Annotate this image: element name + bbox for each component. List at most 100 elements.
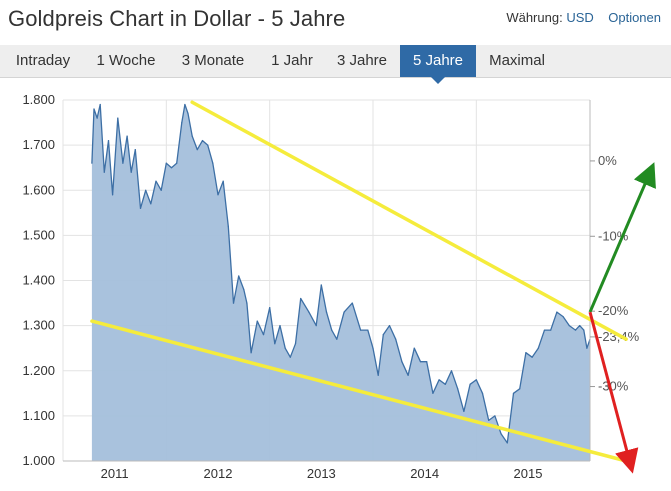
price-point <box>181 122 183 124</box>
tab-1-jahr[interactable]: 1 Jahr <box>271 52 313 69</box>
price-point <box>382 334 384 336</box>
price-point <box>336 338 338 340</box>
price-point <box>419 361 422 363</box>
x-tick-label: 2015 <box>514 466 543 481</box>
price-point <box>395 338 397 340</box>
price-point <box>134 149 136 151</box>
price-point <box>176 162 178 164</box>
price-point <box>438 379 440 381</box>
price-point <box>325 311 328 313</box>
price-point <box>407 374 409 376</box>
price-point <box>187 112 189 115</box>
tab-intraday[interactable]: Intraday <box>15 52 71 69</box>
tab-5-jahre[interactable]: 5 Jahre <box>400 45 476 84</box>
price-point <box>444 383 446 385</box>
price-point <box>475 379 477 381</box>
price-point <box>331 329 333 331</box>
price-point <box>537 347 539 349</box>
price-point <box>300 297 302 300</box>
price-point <box>525 352 527 354</box>
y-tick-label: 1.300 <box>22 318 55 333</box>
tab-3-jahre[interactable]: 3 Jahre <box>336 52 388 69</box>
price-point <box>99 103 101 106</box>
page-title: Goldpreis Chart in Dollar - 5 Jahre <box>8 6 346 31</box>
price-area-fill <box>91 104 591 461</box>
price-point <box>274 343 276 345</box>
price-point <box>139 207 142 209</box>
price-point <box>308 311 310 313</box>
price-point <box>367 329 369 331</box>
price-point <box>96 117 98 119</box>
price-point <box>196 149 198 151</box>
price-point <box>413 347 415 349</box>
price-point <box>155 180 157 182</box>
price-point <box>315 325 317 327</box>
currency-selector[interactable]: USD <box>566 10 594 25</box>
price-point <box>579 325 581 327</box>
price-point <box>207 144 209 146</box>
arrow-down <box>588 311 639 474</box>
price-point <box>388 325 391 327</box>
price-point <box>320 284 322 286</box>
price-point <box>550 329 552 331</box>
price-point <box>351 302 353 304</box>
price-point <box>250 352 252 354</box>
trend-line <box>190 100 628 341</box>
price-point <box>519 388 521 390</box>
price-point <box>232 302 235 304</box>
price-point <box>543 329 546 331</box>
price-point <box>586 347 588 349</box>
y-tick-label: 1.700 <box>22 137 55 152</box>
header-options: Währung: USD Optionen <box>506 10 661 25</box>
price-point <box>279 325 281 327</box>
price-point <box>488 419 490 421</box>
y-tick-label: 1.000 <box>22 453 55 468</box>
tab-1-woche[interactable]: 1 Woche <box>96 52 156 69</box>
price-point <box>457 388 459 390</box>
price-point <box>91 162 93 164</box>
price-point <box>372 347 374 349</box>
y-tick-label: 1.500 <box>22 227 55 242</box>
pct-tick-label: -20% <box>598 303 629 318</box>
price-point <box>289 356 291 358</box>
price-point <box>583 329 585 331</box>
x-tick-label: 2013 <box>307 466 336 481</box>
price-point <box>170 167 173 169</box>
price-point <box>112 194 114 196</box>
timeframe-tabs: Intraday 1 Woche 3 Monate 1 Jahr 3 Jahre… <box>0 45 671 84</box>
options-link[interactable]: Optionen <box>608 10 661 25</box>
price-point <box>130 171 132 173</box>
tab-maximal[interactable]: Maximal <box>489 52 545 69</box>
price-point <box>107 140 110 142</box>
price-point <box>450 370 453 372</box>
arrow-up <box>588 162 656 313</box>
y-tick-label: 1.100 <box>22 408 55 423</box>
price-point <box>145 189 147 191</box>
price-point <box>494 415 496 417</box>
price-point <box>469 383 471 385</box>
price-point <box>122 162 124 164</box>
axes: 1.000 1.100 1.200 1.300 1.400 1.500 1.600 1.700… <box>22 92 639 481</box>
price-point <box>294 343 297 345</box>
price-point <box>243 288 245 291</box>
price-point <box>269 307 271 309</box>
price-point <box>432 392 434 394</box>
price-point <box>556 311 558 313</box>
price-point <box>238 275 240 277</box>
price-point <box>227 225 229 227</box>
price-point <box>506 442 508 444</box>
tab-3-monate[interactable]: 3 Monate <box>181 52 245 69</box>
x-tick-label: 2012 <box>204 466 233 481</box>
price-point <box>246 302 248 304</box>
y-tick-label: 1.200 <box>22 363 55 378</box>
price-point <box>165 162 167 164</box>
price-point <box>568 325 570 327</box>
y-tick-label: 1.600 <box>22 182 55 197</box>
price-area <box>91 103 591 461</box>
price-point <box>126 135 128 137</box>
price-point <box>262 334 265 336</box>
price-point <box>463 410 465 412</box>
price-point <box>222 180 224 182</box>
price-point <box>562 316 564 318</box>
price-point <box>256 320 258 322</box>
